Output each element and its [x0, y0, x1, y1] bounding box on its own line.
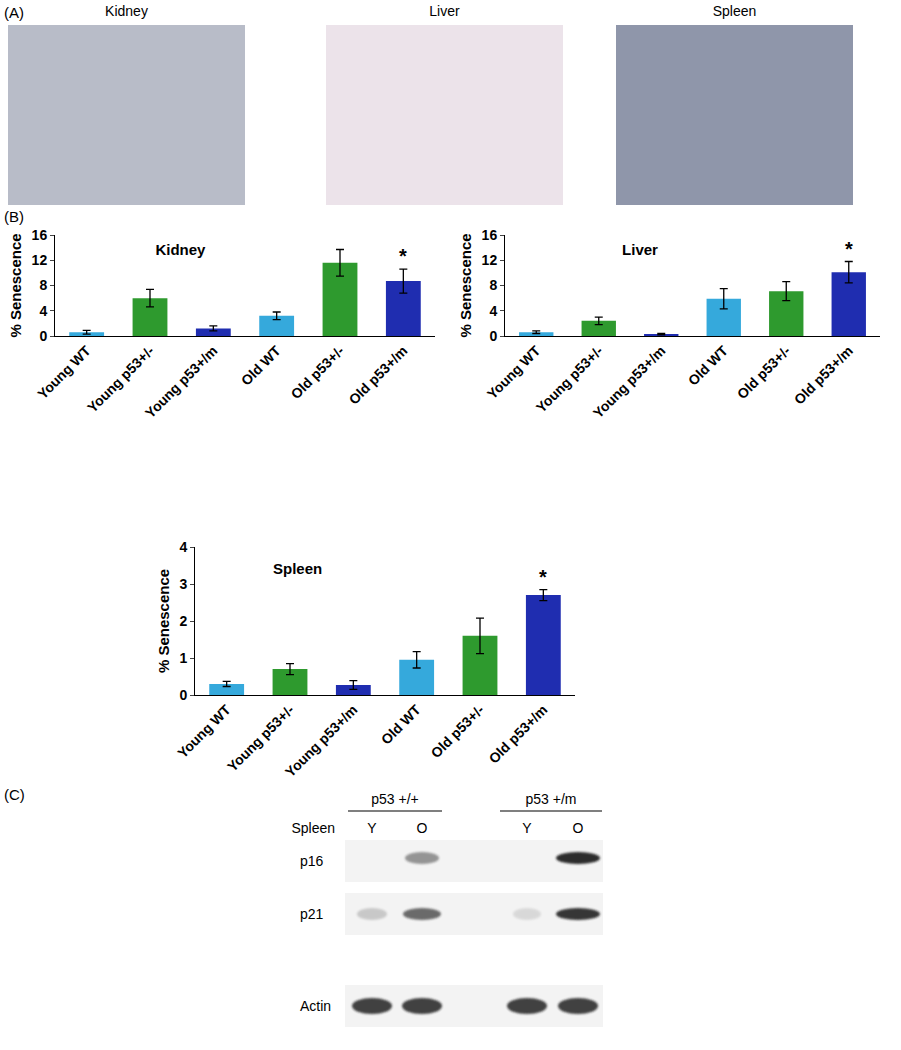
svg-text:16: 16: [482, 227, 498, 243]
svg-text:(B): (B): [4, 208, 24, 225]
svg-text:Young WT: Young WT: [34, 342, 94, 402]
svg-text:8: 8: [489, 277, 497, 293]
svg-text:Spleen: Spleen: [273, 560, 322, 577]
svg-text:4: 4: [179, 539, 187, 555]
svg-text:16: 16: [32, 227, 48, 243]
svg-text:Old p53+/m: Old p53+/m: [345, 343, 410, 408]
svg-text:12: 12: [32, 252, 48, 268]
svg-text:Old WT: Old WT: [378, 701, 424, 747]
svg-text:(C): (C): [4, 786, 25, 803]
svg-text:O: O: [573, 820, 584, 836]
svg-text:Young p53+/-: Young p53+/-: [224, 701, 297, 774]
svg-text:*: *: [539, 566, 547, 588]
svg-text:0: 0: [489, 328, 497, 344]
svg-text:0: 0: [39, 328, 47, 344]
svg-text:p53 +/m: p53 +/m: [526, 791, 577, 807]
svg-text:Old WT: Old WT: [238, 342, 284, 388]
svg-text:Y: Y: [522, 820, 532, 836]
svg-text:4: 4: [39, 303, 47, 319]
svg-text:Young p53+/m: Young p53+/m: [282, 702, 361, 781]
svg-text:% Senescence: % Senescence: [457, 233, 474, 337]
svg-text:Old p53+/m: Old p53+/m: [485, 702, 550, 767]
svg-text:Young p53+/m: Young p53+/m: [590, 343, 669, 422]
svg-text:p53 +/+: p53 +/+: [371, 791, 419, 807]
svg-text:1: 1: [179, 650, 187, 666]
svg-text:Young WT: Young WT: [174, 701, 234, 761]
svg-text:12: 12: [482, 252, 498, 268]
svg-text:% Senescence: % Senescence: [155, 569, 172, 673]
svg-text:(A): (A): [4, 4, 24, 21]
svg-text:0: 0: [179, 687, 187, 703]
svg-text:Old p53+/-: Old p53+/-: [288, 342, 348, 402]
svg-text:*: *: [845, 238, 853, 260]
svg-text:3: 3: [179, 576, 187, 592]
svg-text:Old p53+/-: Old p53+/-: [734, 342, 794, 402]
svg-text:Liver: Liver: [429, 3, 460, 19]
svg-text:4: 4: [489, 303, 497, 319]
svg-text:Old p53+/-: Old p53+/-: [428, 701, 488, 761]
svg-text:Young WT: Young WT: [484, 342, 544, 402]
svg-text:2: 2: [179, 613, 187, 629]
svg-text:Spleen: Spleen: [713, 3, 757, 19]
svg-text:Old WT: Old WT: [685, 342, 731, 388]
svg-text:p21: p21: [300, 906, 324, 922]
svg-text:Young p53+/-: Young p53+/-: [533, 342, 606, 415]
svg-text:8: 8: [39, 277, 47, 293]
svg-text:% Senescence: % Senescence: [7, 233, 24, 337]
svg-text:Old p53+/m: Old p53+/m: [791, 343, 856, 408]
svg-text:p16: p16: [300, 853, 324, 869]
svg-text:*: *: [399, 245, 407, 267]
svg-text:Y: Y: [367, 820, 377, 836]
svg-text:O: O: [417, 820, 428, 836]
svg-text:Spleen: Spleen: [291, 820, 335, 836]
svg-text:Young p53+/-: Young p53+/-: [84, 342, 157, 415]
svg-text:Kidney: Kidney: [155, 241, 206, 258]
svg-text:Actin: Actin: [300, 998, 331, 1014]
svg-text:Young p53+/m: Young p53+/m: [142, 343, 221, 422]
svg-text:Liver: Liver: [622, 241, 658, 258]
svg-text:Kidney: Kidney: [105, 3, 148, 19]
